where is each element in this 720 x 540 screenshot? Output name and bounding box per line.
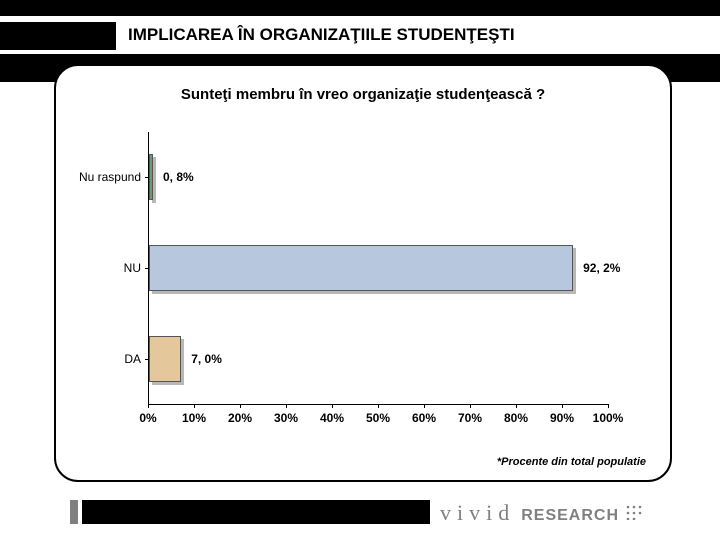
x-tick-label: 80% xyxy=(504,411,528,425)
content-frame: Sunteţi membru în vreo organizaţie stude… xyxy=(54,64,672,482)
x-tick-label: 40% xyxy=(320,411,344,425)
plot-area: Nu raspund0, 8%NU92, 2%DA7, 0% xyxy=(148,132,609,405)
title-row: IMPLICAREA ÎN ORGANIZAŢIILE STUDENŢEŞTI xyxy=(0,22,720,50)
x-tick xyxy=(608,404,609,408)
x-tick xyxy=(378,404,379,408)
category-label: NU xyxy=(124,261,141,275)
bar: 7, 0% xyxy=(149,336,181,382)
bar: 0, 8% xyxy=(149,154,153,200)
footer: vivid RESEARCH xyxy=(0,492,720,540)
top-black-strip xyxy=(0,0,720,16)
x-tick xyxy=(470,404,471,408)
x-tick-label: 60% xyxy=(412,411,436,425)
title-left-accent xyxy=(0,22,116,50)
footer-black-strip xyxy=(82,500,430,524)
value-label: 0, 8% xyxy=(163,170,194,184)
bar-chart: Nu raspund0, 8%NU92, 2%DA7, 0% 0%10%20%3… xyxy=(74,132,652,432)
logo-dots-icon xyxy=(625,504,647,520)
x-tick-label: 100% xyxy=(593,411,624,425)
page-title: IMPLICAREA ÎN ORGANIZAŢIILE STUDENŢEŞTI xyxy=(128,25,515,45)
x-tick-label: 90% xyxy=(550,411,574,425)
x-tick xyxy=(332,404,333,408)
x-tick xyxy=(424,404,425,408)
footer-logo: vivid RESEARCH xyxy=(440,500,647,524)
chart-question: Sunteţi membru în vreo organizaţie stude… xyxy=(56,86,670,103)
x-tick-label: 20% xyxy=(228,411,252,425)
value-label: 92, 2% xyxy=(583,261,620,275)
category-label: DA xyxy=(124,352,141,366)
chart-footnote: *Procente din total populatie xyxy=(497,456,646,468)
x-tick xyxy=(516,404,517,408)
bar: 92, 2% xyxy=(149,245,573,291)
category-label: Nu raspund xyxy=(79,170,141,184)
x-tick-label: 10% xyxy=(182,411,206,425)
x-tick-label: 30% xyxy=(274,411,298,425)
value-label: 7, 0% xyxy=(191,352,222,366)
x-tick xyxy=(562,404,563,408)
slide: IMPLICAREA ÎN ORGANIZAŢIILE STUDENŢEŞTI … xyxy=(0,0,720,540)
x-axis: 0%10%20%30%40%50%60%70%80%90%100% xyxy=(148,404,608,432)
x-tick-label: 50% xyxy=(366,411,390,425)
logo-text-light: vivid xyxy=(440,500,515,526)
x-tick xyxy=(148,404,149,408)
x-tick-label: 0% xyxy=(139,411,156,425)
logo-text-bold: RESEARCH xyxy=(521,507,619,525)
x-tick xyxy=(286,404,287,408)
x-tick xyxy=(240,404,241,408)
x-tick xyxy=(194,404,195,408)
x-tick-label: 70% xyxy=(458,411,482,425)
footer-accent-block xyxy=(70,500,78,524)
